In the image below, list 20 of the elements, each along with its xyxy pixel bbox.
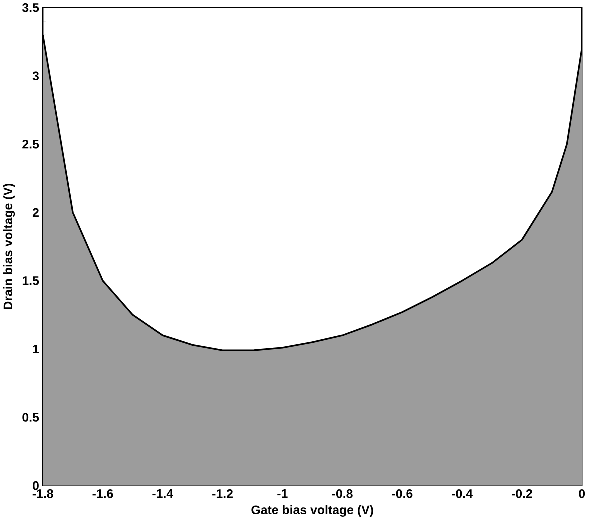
y-tick-label: 1.5 <box>22 276 40 286</box>
x-tick-label: -0.4 <box>452 489 473 498</box>
y-tick-label: 2.5 <box>22 140 40 149</box>
x-tick-label: -1.8 <box>32 489 54 498</box>
x-tick-label: -1.6 <box>92 489 114 498</box>
y-tick-label: 1 <box>33 344 40 354</box>
x-tick-label: -0.8 <box>332 489 353 498</box>
y-tick-label: 0 <box>33 481 39 490</box>
y-tick-label: 3.5 <box>22 3 40 12</box>
x-tick-label: -1.4 <box>152 489 174 498</box>
y-tick-label: 0.5 <box>22 412 40 422</box>
x-tick-label: -0.2 <box>512 489 532 498</box>
y-tick-label: 2 <box>32 208 39 217</box>
x-axis-title: Gate bias voltage (V) <box>252 505 374 517</box>
x-tick-label: -1 <box>278 489 288 498</box>
y-tick-label: 3 <box>32 72 39 80</box>
y-axis-title: Drain bias voltage (V) <box>3 184 16 310</box>
x-tick-label: -1.2 <box>212 489 233 498</box>
x-tick-label: -0.6 <box>392 489 413 498</box>
x-tick-label: 0 <box>579 489 586 498</box>
